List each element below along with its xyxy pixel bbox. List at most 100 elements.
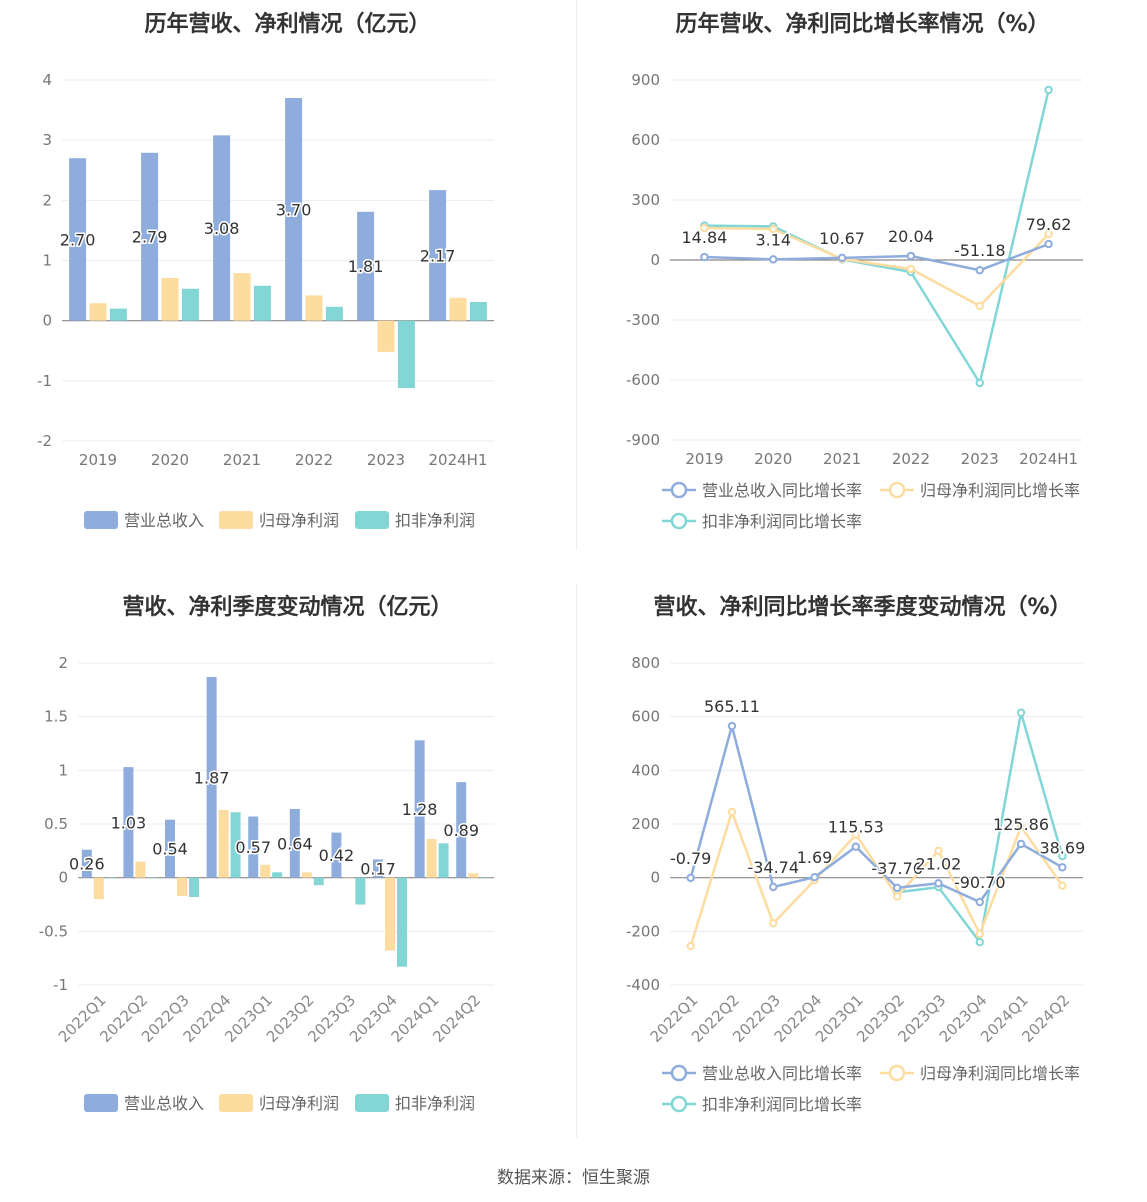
data-point[interactable] — [1058, 852, 1067, 861]
data-point[interactable] — [837, 253, 847, 263]
bar[interactable] — [123, 767, 134, 878]
bar[interactable] — [343, 877, 354, 879]
bar[interactable] — [272, 872, 283, 878]
y-tick-label: -900 — [626, 431, 660, 449]
data-point[interactable] — [810, 873, 819, 882]
data-point[interactable] — [851, 842, 861, 851]
bar[interactable] — [93, 877, 104, 900]
legend-item[interactable]: 扣非净利润同比增长率 — [662, 1095, 862, 1114]
bar[interactable] — [396, 877, 407, 967]
data-point[interactable] — [686, 873, 695, 883]
bar[interactable] — [188, 877, 199, 897]
bar[interactable] — [289, 808, 300, 878]
bar[interactable] — [429, 190, 447, 321]
data-point[interactable] — [934, 879, 943, 888]
legend-item[interactable]: 扣非净利润 — [355, 511, 475, 530]
bar[interactable] — [141, 152, 159, 321]
data-point[interactable] — [769, 882, 778, 892]
data-point[interactable] — [1016, 822, 1026, 831]
bar[interactable] — [165, 819, 176, 878]
bar[interactable] — [331, 832, 342, 878]
bar[interactable] — [181, 288, 199, 321]
data-point[interactable] — [686, 941, 695, 951]
bar[interactable] — [89, 303, 107, 321]
data-point[interactable] — [1016, 839, 1026, 849]
data-point[interactable] — [1016, 708, 1026, 717]
data-point[interactable] — [769, 919, 778, 928]
data-point[interactable] — [727, 807, 737, 817]
data-point[interactable] — [727, 721, 737, 731]
bar[interactable] — [397, 320, 415, 389]
y-tick-label: 3 — [42, 131, 52, 149]
data-point[interactable] — [1044, 239, 1053, 249]
bar[interactable] — [325, 306, 343, 321]
data-point[interactable] — [975, 301, 984, 311]
data-point[interactable] — [1044, 229, 1053, 239]
legend-item[interactable]: 营业总收入同比增长率 — [662, 1064, 862, 1083]
legend-item[interactable]: 扣非净利润同比增长率 — [662, 512, 862, 531]
bar[interactable] — [81, 849, 92, 878]
data-point[interactable] — [769, 255, 778, 264]
bar[interactable] — [449, 297, 467, 321]
bar[interactable] — [206, 676, 217, 878]
legend-item[interactable]: 营业总收入 — [84, 1094, 204, 1113]
legend-marker — [670, 481, 688, 499]
data-point[interactable] — [906, 264, 916, 274]
bar[interactable] — [147, 877, 158, 879]
data-point[interactable] — [700, 252, 709, 262]
data-point[interactable] — [892, 892, 902, 901]
bar[interactable] — [414, 740, 425, 878]
bar[interactable] — [135, 861, 146, 878]
data-point[interactable] — [1044, 85, 1053, 95]
bar[interactable] — [233, 273, 251, 321]
bar[interactable] — [385, 877, 395, 951]
data-point[interactable] — [1058, 881, 1067, 890]
data-point[interactable] — [975, 929, 984, 939]
data-point[interactable] — [975, 937, 984, 947]
legend-swatch — [219, 511, 253, 529]
bar[interactable] — [218, 810, 229, 878]
bar[interactable] — [213, 135, 231, 321]
legend-item[interactable]: 扣非净利润 — [355, 1094, 475, 1113]
legend-item[interactable]: 营业总收入同比增长率 — [662, 481, 862, 500]
data-point[interactable] — [892, 883, 902, 892]
data-point[interactable] — [934, 846, 943, 856]
bar[interactable] — [69, 158, 87, 321]
legend-item[interactable]: 营业总收入 — [84, 511, 204, 530]
bar[interactable] — [355, 877, 366, 905]
data-point[interactable] — [975, 266, 984, 275]
bar[interactable] — [438, 843, 449, 878]
bar[interactable] — [177, 877, 187, 896]
bar[interactable] — [301, 872, 312, 878]
bar[interactable] — [456, 782, 467, 878]
data-point[interactable] — [769, 224, 778, 234]
data-point[interactable] — [851, 830, 861, 839]
data-point[interactable] — [906, 251, 916, 261]
bar[interactable] — [377, 320, 395, 352]
bar[interactable] — [305, 295, 323, 321]
bar[interactable] — [468, 873, 479, 878]
bar[interactable] — [105, 877, 116, 879]
data-point[interactable] — [700, 223, 709, 233]
bar[interactable] — [357, 211, 375, 321]
legend-item[interactable]: 归母净利润 — [219, 1094, 339, 1113]
bar[interactable] — [260, 864, 271, 878]
y-tick-label: 4 — [42, 71, 52, 89]
data-point[interactable] — [975, 897, 984, 907]
bar[interactable] — [230, 812, 241, 878]
bar[interactable] — [248, 816, 259, 878]
bar[interactable] — [313, 877, 324, 886]
legend-item[interactable]: 归母净利润同比增长率 — [880, 1064, 1080, 1083]
bar[interactable] — [426, 839, 437, 878]
bar[interactable] — [373, 859, 384, 878]
bar[interactable] — [161, 277, 179, 321]
bar[interactable] — [253, 285, 271, 321]
legend-item[interactable]: 归母净利润同比增长率 — [880, 481, 1080, 500]
bar[interactable] — [480, 877, 491, 879]
data-point[interactable] — [1058, 863, 1067, 872]
bar[interactable] — [469, 302, 487, 321]
bar[interactable] — [109, 308, 127, 321]
data-point[interactable] — [975, 378, 984, 388]
legend-item[interactable]: 归母净利润 — [219, 511, 339, 530]
bar[interactable] — [285, 98, 303, 321]
